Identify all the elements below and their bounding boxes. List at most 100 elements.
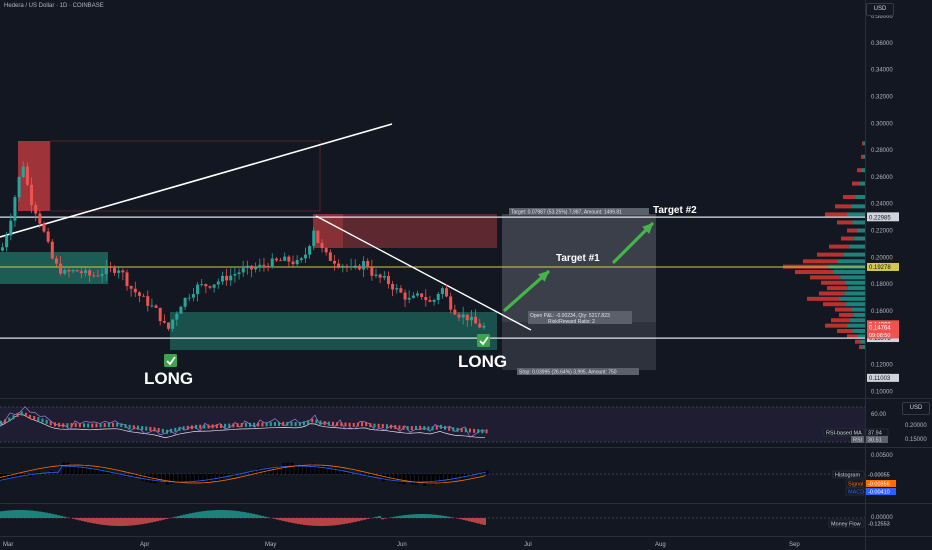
candle-body	[30, 184, 34, 206]
rsi-candle	[103, 423, 106, 428]
rr-label: Risk/Reward Ratio: 2	[548, 319, 595, 325]
candle-body	[270, 258, 274, 268]
signal-label: Signal	[848, 482, 863, 488]
rsi-band	[0, 407, 865, 442]
money-flow-bar	[267, 517, 270, 518]
candle-body	[299, 258, 303, 260]
candle-body	[386, 275, 390, 285]
volume-profile-bar	[847, 228, 857, 233]
volume-profile-bar	[863, 141, 865, 146]
rsi-candle	[199, 424, 202, 429]
candle-body	[63, 270, 67, 274]
money-flow-bar	[408, 514, 411, 518]
money-flow-bar	[261, 515, 264, 518]
macd-label: MACD	[848, 490, 864, 496]
price-tick: 0.26000	[871, 175, 893, 181]
candle-body	[171, 319, 175, 329]
money-flow-bar	[354, 518, 357, 522]
rsi-candle	[435, 425, 438, 430]
macd-histogram-bar	[456, 474, 460, 479]
volume-profile-bar	[845, 280, 865, 285]
money-flow-bar	[213, 510, 216, 518]
money-flow-bar	[0, 511, 3, 518]
money-flow-bar	[18, 510, 21, 518]
money-flow-bar	[324, 518, 327, 526]
volume-profile-bar	[837, 328, 853, 333]
money-flow-bar	[384, 518, 387, 519]
macd-histogram-bar	[398, 474, 402, 484]
rsi-candle	[332, 421, 334, 426]
macd-histogram-bar	[298, 465, 302, 474]
candle-body	[220, 275, 224, 282]
target-info-label: Target: 0.07987 (53.25%) 7,987, Amount: …	[511, 210, 622, 216]
volume-profile-bar	[859, 181, 865, 186]
rsi-candle	[70, 423, 73, 428]
candle-body	[162, 321, 166, 323]
volume-profile-bar	[847, 323, 865, 328]
histogram-label-bg	[832, 470, 865, 479]
rsi-candle	[58, 422, 61, 427]
macd-histogram-bar	[128, 474, 132, 475]
currency-button[interactable]: USD	[866, 3, 894, 16]
candle-body	[113, 267, 117, 273]
money-flow-bar	[141, 518, 144, 525]
macd-histogram-bar	[224, 474, 228, 477]
volume-profile-bar	[823, 302, 847, 307]
macd-histogram-bar	[99, 467, 103, 474]
money-flow-bar	[96, 518, 99, 525]
money-flow-bar	[90, 518, 93, 523]
money-flow-bar	[150, 518, 153, 523]
candle-body	[453, 309, 457, 315]
price-tag-text: 0.13973	[869, 336, 891, 342]
volume-profile-bar	[840, 275, 865, 280]
rsi-candle	[0, 420, 2, 425]
money-flow-bar	[426, 514, 429, 518]
rsi-candle	[485, 429, 488, 434]
money-flow-bar	[144, 518, 147, 524]
money-flow-bar	[129, 518, 132, 526]
candle-body	[92, 275, 96, 277]
time-tick: Jul	[524, 542, 532, 548]
rsi-candle	[203, 424, 206, 429]
money-flow-bar	[51, 513, 54, 518]
check-icon	[477, 334, 490, 347]
money-flow-bar	[318, 518, 321, 526]
money-flow-bar	[483, 518, 486, 526]
candle-body	[133, 288, 137, 293]
money-flow-bar	[402, 515, 405, 518]
money-flow-bar	[6, 510, 9, 518]
candle-body	[370, 267, 374, 276]
macd-histogram-bar	[182, 474, 186, 484]
macd-histogram-bar	[228, 474, 232, 476]
target1-label: Target #1	[556, 253, 600, 264]
macd-histogram-bar	[485, 470, 489, 474]
rsi-tick: 60.00	[871, 412, 887, 418]
rsi-candle	[62, 423, 65, 428]
volume-profile-bar	[821, 280, 846, 285]
money-flow-bar	[336, 518, 339, 526]
money-flow-bar	[216, 510, 219, 518]
money-flow-bar	[234, 510, 237, 518]
price-tag	[867, 323, 899, 332]
candle-body	[204, 284, 208, 287]
rsi-candle	[16, 413, 19, 418]
target1-arrow	[503, 270, 550, 312]
money-flow-bar	[243, 512, 246, 518]
money-flow-bar	[159, 518, 162, 521]
candle-body	[250, 265, 253, 270]
money-flow-bar	[27, 510, 30, 518]
indicator-currency-button[interactable]: USD	[902, 402, 930, 415]
rsi-candle	[8, 417, 11, 422]
candle-body	[5, 235, 9, 248]
rsi-candle	[456, 427, 459, 432]
rsi-candle	[460, 428, 463, 433]
candle-body	[46, 231, 50, 242]
money-flow-bar	[93, 518, 96, 524]
price-tick: 0.30000	[871, 121, 893, 127]
candle-body	[67, 270, 71, 272]
price-tick: 0.28000	[871, 148, 893, 154]
candle-body	[279, 260, 283, 262]
rsi-candle	[236, 423, 239, 428]
macd-histogram-bar	[8, 474, 12, 480]
